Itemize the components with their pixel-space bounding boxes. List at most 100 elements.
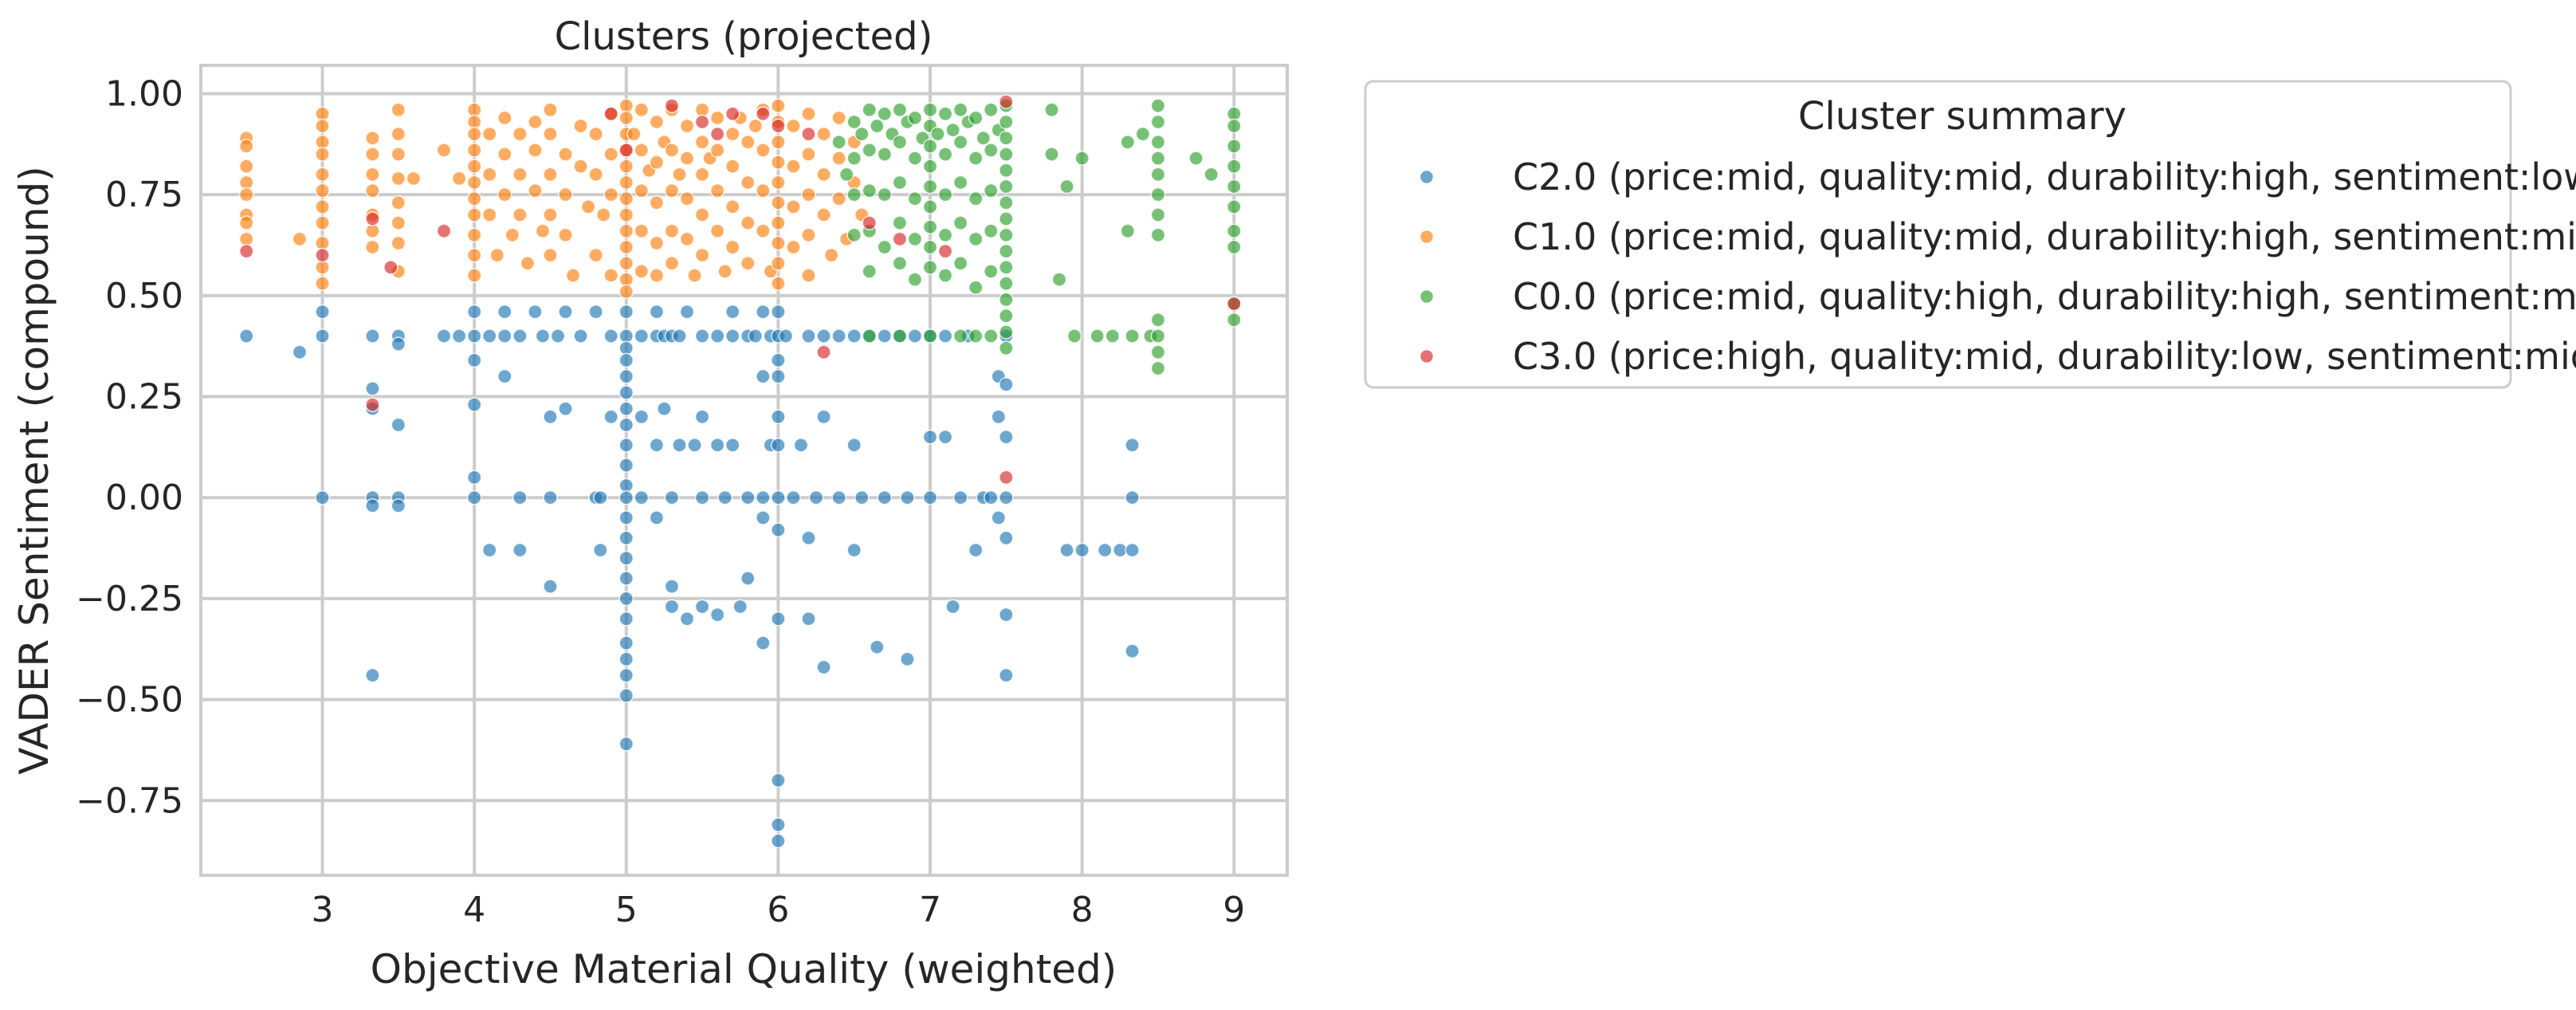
data-point — [497, 328, 512, 344]
legend-label: C0.0 (price:mid, quality:high, durabilit… — [1513, 275, 2576, 318]
data-point — [1150, 114, 1166, 130]
data-point — [922, 489, 938, 505]
data-point — [528, 304, 543, 320]
data-point — [618, 368, 634, 384]
data-point — [365, 667, 380, 683]
data-point — [618, 239, 634, 255]
data-point — [838, 167, 854, 183]
data-point — [740, 489, 756, 505]
data-point — [862, 102, 878, 117]
data-point — [573, 118, 588, 134]
data-point — [756, 368, 771, 384]
data-point — [907, 328, 923, 344]
data-point — [771, 772, 786, 788]
x-tick-label: 5 — [615, 890, 638, 930]
x-tick-label: 7 — [919, 890, 941, 930]
plot-frame — [199, 64, 1289, 877]
data-point — [365, 147, 380, 162]
data-point — [588, 304, 603, 320]
data-point — [1150, 227, 1166, 243]
data-point — [543, 167, 558, 183]
data-point — [823, 247, 839, 263]
data-point — [618, 223, 634, 239]
data-point — [937, 227, 953, 243]
data-point — [292, 231, 308, 247]
data-point — [937, 429, 953, 445]
data-point — [709, 183, 725, 198]
data-point — [634, 143, 650, 158]
data-point — [543, 207, 558, 222]
data-point — [618, 667, 634, 683]
data-point — [756, 635, 771, 650]
data-point — [877, 328, 893, 344]
data-point — [618, 159, 634, 174]
data-point — [724, 106, 740, 122]
data-point — [854, 489, 870, 505]
data-point — [634, 409, 650, 425]
data-point — [724, 328, 740, 344]
data-point — [724, 126, 740, 142]
data-point — [740, 215, 756, 230]
data-point — [999, 429, 1014, 445]
data-point — [1150, 312, 1166, 328]
data-point — [618, 458, 634, 473]
data-point — [862, 215, 878, 230]
data-point — [968, 231, 984, 247]
data-point — [1150, 207, 1166, 222]
legend-title: Cluster summary — [1798, 94, 2126, 139]
data-point — [466, 102, 482, 117]
data-point — [588, 126, 603, 142]
data-point — [984, 183, 999, 198]
data-point — [771, 352, 786, 368]
data-point — [238, 159, 254, 174]
data-point — [315, 276, 330, 291]
data-point — [1150, 328, 1166, 344]
legend-label: C2.0 (price:mid, quality:mid, durability… — [1513, 155, 2576, 198]
data-point — [694, 247, 710, 263]
data-point — [593, 542, 608, 558]
data-point — [877, 489, 893, 505]
data-point — [771, 235, 786, 251]
y-tick-label: −0.50 — [76, 680, 183, 721]
data-point — [922, 139, 938, 154]
data-point — [512, 489, 528, 505]
data-point — [756, 510, 771, 525]
data-point — [945, 599, 960, 615]
legend-label: C3.0 (price:high, quality:mid, durabilit… — [1513, 335, 2576, 378]
data-point — [1125, 328, 1140, 344]
data-point — [984, 102, 999, 117]
data-point — [846, 227, 862, 243]
data-point — [999, 163, 1014, 179]
legend-marker — [1419, 229, 1435, 245]
data-point — [870, 639, 885, 654]
y-tick-label: 0.00 — [105, 477, 183, 518]
data-point — [937, 268, 953, 283]
data-point — [634, 489, 650, 505]
data-point — [603, 328, 618, 344]
data-point — [649, 114, 665, 130]
data-point — [877, 147, 893, 162]
data-point — [672, 328, 687, 344]
data-point — [687, 438, 702, 453]
data-point — [968, 542, 984, 558]
series-3-points — [238, 94, 1242, 485]
data-point — [481, 542, 497, 558]
data-point — [801, 147, 816, 162]
data-point — [756, 489, 771, 505]
data-point — [672, 438, 687, 453]
data-point — [451, 328, 467, 344]
data-point — [709, 110, 725, 126]
data-point — [618, 110, 634, 126]
chart-title: Clusters (projected) — [555, 14, 933, 59]
data-point — [365, 183, 380, 198]
legend: Cluster summary C2.0 (price:mid, quality… — [1364, 80, 2576, 389]
data-point — [771, 195, 786, 210]
data-point — [1120, 135, 1136, 150]
data-point — [771, 833, 786, 849]
data-point — [618, 489, 634, 505]
data-point — [558, 304, 573, 320]
data-point — [771, 135, 786, 150]
data-point — [618, 284, 634, 300]
x-tick-label: 3 — [312, 890, 334, 930]
data-point — [497, 368, 512, 384]
